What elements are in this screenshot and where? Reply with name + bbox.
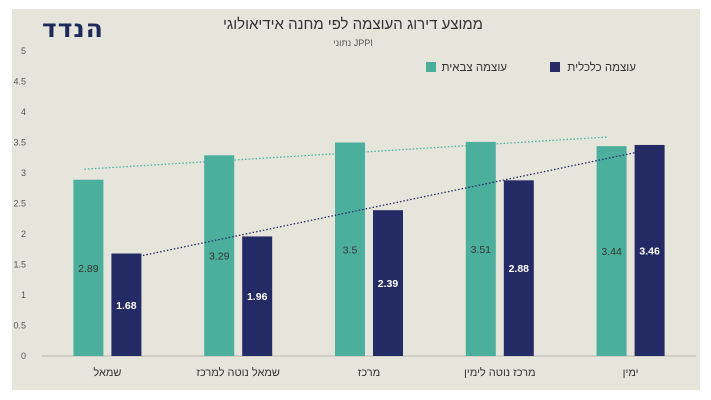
- chart-title: ממוצע דירוג העוצמה לפי מחנה אידיאולוגי: [223, 16, 483, 33]
- data-label: 2.39: [378, 278, 399, 290]
- y-tick-label: 1.5: [13, 260, 26, 270]
- bar-military: [73, 179, 104, 356]
- x-tick-label: שמאל: [93, 366, 121, 379]
- bar-economic: [111, 253, 142, 356]
- data-label: 3.46: [639, 245, 660, 257]
- y-tick-label: 1: [21, 290, 26, 300]
- data-label: 3.51: [471, 244, 492, 256]
- bar-economic: [503, 180, 534, 356]
- bar-economic: [373, 210, 403, 356]
- data-label: 1.96: [247, 291, 268, 303]
- bar-economic: [634, 144, 665, 356]
- bar-military: [596, 146, 627, 356]
- logo: הנדד: [42, 14, 104, 43]
- legend-label: עוצמה צבאית: [442, 62, 508, 74]
- data-label: 2.88: [509, 263, 530, 275]
- legend-swatch: [550, 62, 560, 72]
- bar-military: [204, 155, 235, 356]
- bar-economic: [242, 236, 273, 356]
- y-tick-label: 0.5: [13, 321, 26, 331]
- data-label: 1.68: [116, 300, 137, 312]
- y-tick-label: 2.5: [13, 199, 26, 209]
- chart: ממוצע דירוג העוצמה לפי מחנה אידיאולוגי נת…: [13, 16, 696, 379]
- y-tick-label: 5: [21, 46, 26, 56]
- chart-frame: ממוצע דירוג העוצמה לפי מחנה אידיאולוגי נת…: [12, 9, 700, 390]
- data-label: 3.44: [601, 246, 622, 258]
- legend-label: עוצמה כלכלית: [567, 61, 636, 74]
- x-tick-label: מרכז נוטה לימין: [464, 366, 536, 379]
- y-tick-label: 3: [21, 168, 26, 178]
- x-tick-label: ימין: [623, 367, 639, 379]
- x-tick-label: מרכז: [358, 367, 380, 379]
- y-tick-label: 4.5: [13, 77, 26, 87]
- trendline: [122, 149, 646, 261]
- chart-subtitle: נתוני JPPI: [333, 38, 372, 48]
- data-label: 3.5: [343, 244, 358, 256]
- bar-military: [335, 142, 365, 356]
- y-tick-label: 3.5: [13, 138, 26, 148]
- y-tick-label: 4: [21, 107, 26, 117]
- y-tick-label: 0: [21, 351, 26, 361]
- x-tick-label: שמאל נוטה למרכז: [196, 366, 280, 379]
- data-label: 3.29: [209, 251, 230, 263]
- legend-swatch: [426, 62, 436, 72]
- data-label: 2.89: [78, 263, 99, 275]
- y-tick-label: 2: [21, 229, 26, 239]
- bar-military: [465, 141, 496, 356]
